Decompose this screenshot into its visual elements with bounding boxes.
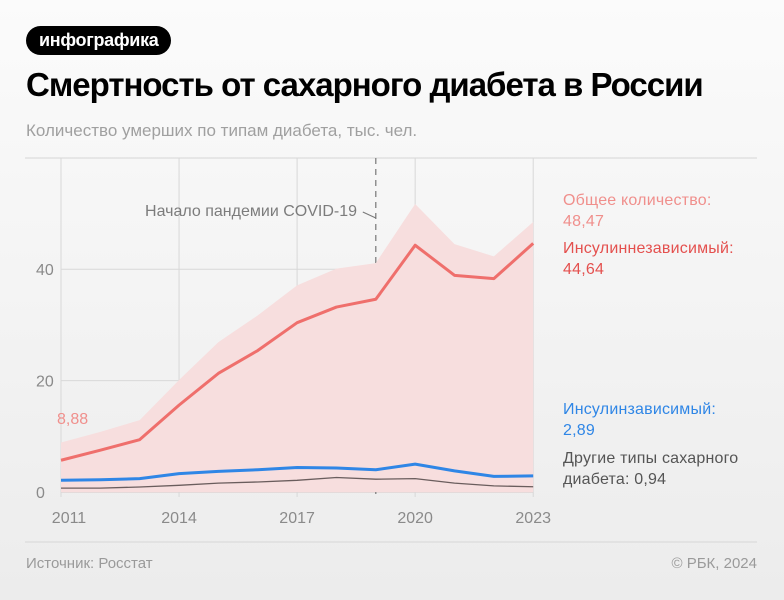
type1-value: 2,89: [563, 422, 595, 439]
y-tick-label: 0: [36, 485, 45, 502]
page-title: Смертность от сахарного диабета в России: [26, 66, 704, 103]
source: Источник: Росстат: [26, 555, 153, 572]
x-tick-label: 2014: [161, 510, 197, 527]
total-area: [61, 204, 534, 492]
other-label-value: диабета: 0,94: [563, 471, 667, 488]
total-label-text: Общее количество:: [563, 192, 712, 209]
chart-subtitle: Количество умерших по типам диабета, тыс…: [26, 121, 418, 140]
type2-value: 44,64: [563, 261, 605, 278]
type1-label-text: Инсулинзависимый:: [563, 401, 716, 418]
x-tick-label: 2017: [279, 510, 315, 527]
other-label-text: Другие типы сахарного: [563, 450, 739, 467]
type2-label-text: Инсулиннезависимый:: [563, 240, 734, 257]
y-tick-label: 40: [36, 262, 54, 279]
covid-annotation: Начало пандемии COVID-19: [145, 203, 357, 220]
x-tick-label: 2011: [52, 510, 87, 527]
covid-leader-line: [362, 211, 377, 219]
total-label: Общее количество: 48,47: [563, 190, 711, 232]
x-tick-label: 2020: [397, 510, 433, 527]
type2-label: Инсулиннезависимый: 44,64: [563, 238, 734, 280]
series-line: [61, 476, 534, 489]
x-tick-label: 2023: [515, 510, 551, 527]
total-value: 48,47: [563, 213, 605, 230]
series-line: [60, 462, 534, 482]
other-label: Другие типы сахарного диабета: 0,94: [563, 448, 738, 490]
copyright: © РБК, 2024: [671, 555, 757, 572]
infographic-badge: инфографика: [26, 26, 172, 55]
series-line: [60, 242, 535, 462]
type1-label: Инсулинзависимый: 2,89: [563, 399, 716, 441]
start-total-label: 8,88: [57, 411, 88, 428]
y-tick-label: 20: [36, 374, 54, 391]
